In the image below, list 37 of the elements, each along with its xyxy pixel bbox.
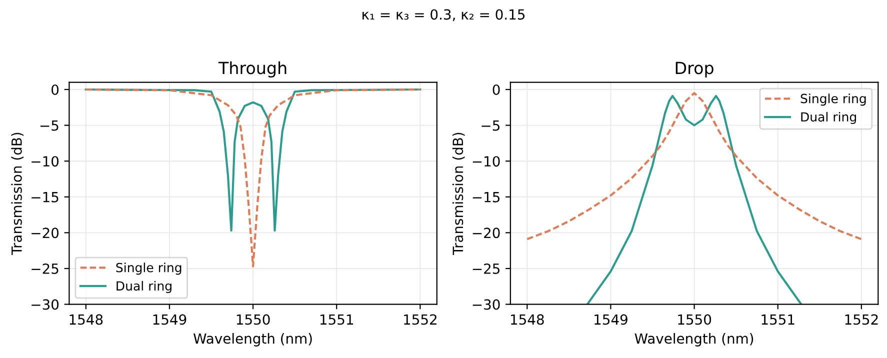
- text: κ₁ = κ₃ = 0.3, κ₂ = 0.15: [362, 9, 525, 22]
- x-tick-label: 1552: [404, 314, 436, 325]
- y-axis-title: Transmission (dB): [452, 132, 465, 256]
- legend-label: Single ring: [116, 262, 182, 275]
- y-tick-label: 0: [492, 84, 500, 95]
- y-tick-label: −20: [472, 228, 500, 238]
- y-tick-label: −30: [32, 299, 59, 310]
- legend-label: Dual ring: [801, 112, 856, 124]
- y-tick-label: −20: [32, 228, 59, 238]
- y-tick-label: −5: [482, 120, 500, 131]
- x-tick-label: 1549: [594, 314, 628, 325]
- legend-label: Dual ring: [116, 280, 172, 294]
- y-axis-title: Transmission (dB): [11, 132, 24, 256]
- y-tick-label: 0: [52, 84, 59, 95]
- x-tick-label: 1548: [70, 314, 103, 325]
- x-tick-label: 1551: [320, 314, 353, 325]
- x-axis-title: Wavelength (nm): [634, 333, 754, 346]
- y-tick-label: −25: [472, 263, 500, 274]
- y-tick-label: −30: [472, 299, 500, 310]
- y-tick-label: −10: [32, 156, 59, 167]
- y-tick-label: −5: [40, 120, 58, 131]
- x-tick-label: 1550: [678, 314, 712, 325]
- y-tick-label: −15: [32, 192, 58, 202]
- x-tick-label: 1550: [236, 314, 270, 325]
- line-series: [84, 88, 422, 232]
- y-tick-label: −15: [472, 192, 500, 202]
- legend-label: Single ring: [800, 94, 866, 106]
- chart-title: Through: [218, 61, 286, 78]
- y-tick-label: −10: [472, 156, 500, 167]
- x-tick-label: 1552: [845, 314, 878, 325]
- x-tick-label: 1551: [762, 314, 794, 325]
- x-tick-label: 1548: [510, 314, 544, 325]
- y-tick-label: −25: [32, 263, 58, 274]
- chart-title: Drop: [676, 62, 714, 78]
- x-tick-label: 1549: [153, 314, 186, 325]
- line-series: [586, 94, 802, 304]
- x-axis-title: Wavelength (nm): [194, 333, 312, 346]
